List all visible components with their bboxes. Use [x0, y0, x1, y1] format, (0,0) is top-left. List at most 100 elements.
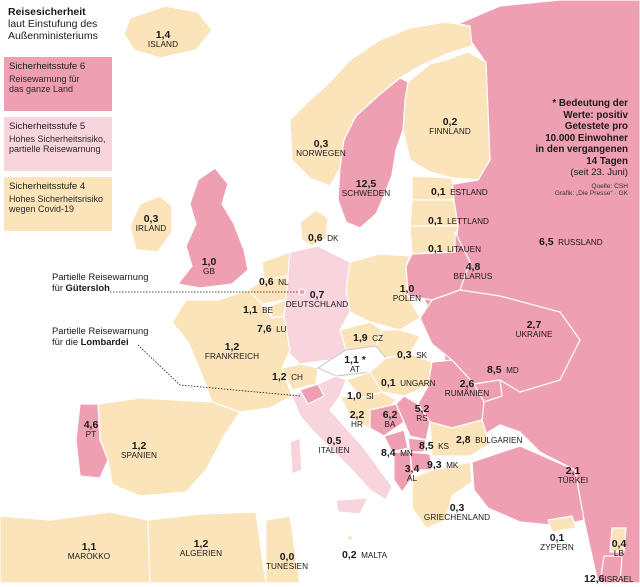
country-label-russland: 6,5 RUSSLAND	[539, 232, 603, 250]
country-name-al: AL	[406, 474, 418, 484]
country-value-tunesien: 0,0	[279, 551, 295, 563]
country-value-schweden: 12,5	[355, 178, 377, 190]
region-guetersloh	[298, 288, 306, 296]
country-value-algerien: 1,2	[193, 538, 209, 550]
legend-level-6-heading: Sicherheitsstufe 6	[9, 61, 86, 72]
lombardei-leader	[137, 344, 301, 397]
country-name-hr: HR	[350, 420, 364, 430]
legend-subtitle-1: laut Einstufung des	[8, 18, 98, 31]
country-label-israel: 12,6ISRAEL	[584, 569, 634, 587]
country-value-malta: 0,2	[342, 549, 357, 561]
country-label-nl: 0,6 NL	[259, 272, 289, 290]
country-name-italien: ITALIEN	[318, 446, 350, 456]
guetersloh-annotation-prefix: für	[52, 282, 66, 294]
region-ks	[407, 437, 427, 453]
legend-level-6: Sicherheitsstufe 6 Reisewarnung für das …	[4, 57, 112, 111]
country-value-ch: 1,2	[272, 371, 287, 383]
country-value-si: 1,0	[347, 390, 362, 402]
country-value-lettland: 0,1	[428, 215, 443, 227]
region-ukraine	[419, 289, 581, 393]
country-name-griechenland: GRIECHENLAND	[423, 513, 491, 523]
country-label-lettland: 0,1 LETTLAND	[428, 211, 489, 229]
region-ch	[281, 363, 319, 391]
country-label-cz: 1,9 CZ	[353, 328, 383, 346]
country-label-be: 1,1 BE	[243, 300, 273, 318]
country-name-gb: GB	[202, 267, 216, 277]
country-value-lb: 0,4	[611, 538, 627, 550]
country-label-at: 1,1 * AT	[344, 354, 366, 375]
country-name-belarus: BELARUS	[453, 272, 493, 282]
region-sicilia	[335, 497, 369, 515]
country-name-mn: MN	[400, 449, 413, 458]
note-source-2: Grafik: „Die Presse“ · GK	[554, 190, 628, 198]
region-portugal	[75, 403, 109, 479]
country-label-deutschland: 0,7 DEUTSCHLAND	[286, 289, 349, 310]
lombardei-annotation: Partielle Reisewarnung für die Lombardei	[52, 325, 148, 348]
lombardei-annotation-prefix: für die	[52, 336, 81, 348]
legend-level-4-line1: Hohes Sicherheitsrisiko	[9, 193, 104, 204]
region-zypern	[547, 515, 577, 533]
country-name-israel: ISRAEL	[604, 575, 634, 584]
country-label-polen: 1,0 POLEN	[393, 283, 421, 304]
country-label-tunesien: 0,0 TUNESIEN	[266, 551, 308, 572]
country-value-mn: 8,4	[381, 447, 396, 459]
legend-level-5-line2: partielle Reisewarnung	[9, 144, 101, 155]
note-source-1: Quelle: CSH	[591, 182, 628, 190]
country-label-rs: 5,2 RS	[414, 403, 430, 424]
country-label-litauen: 0,1 LITAUEN	[428, 239, 481, 257]
country-value-lu: 7,6	[257, 323, 272, 335]
value-explanation-note: * Bedeutung der Werte: positiv Getestete…	[512, 98, 628, 198]
country-value-hr: 2,2	[349, 409, 365, 421]
country-name-algerien: ALGERIEN	[179, 549, 223, 559]
country-name-pt: PT	[85, 430, 97, 440]
country-name-at: AT	[349, 365, 361, 375]
country-value-mk: 9,3	[427, 459, 442, 471]
legend-title: Reisesicherheit laut Einstufung des Auße…	[8, 6, 98, 42]
region-ba	[369, 403, 405, 437]
country-name-estland: ESTLAND	[450, 188, 488, 197]
country-name-irland: IRLAND	[135, 224, 167, 234]
region-algerien	[147, 511, 267, 583]
country-name-be: BE	[262, 306, 273, 315]
region-gb	[177, 167, 249, 289]
country-label-gb: 1,0 GB	[202, 256, 217, 277]
region-at	[317, 345, 387, 377]
region-schweden	[337, 77, 409, 229]
country-label-irland: 0,3 IRLAND	[135, 213, 167, 234]
legend-level-5: Sicherheitsstufe 5 Hohes Sicherheitsrisi…	[4, 117, 112, 171]
lombardei-annotation-place: Lombardei	[80, 336, 129, 348]
country-label-si: 1,0 SI	[347, 386, 374, 404]
region-frankreich	[171, 289, 293, 413]
country-value-sk: 0,3	[397, 349, 412, 361]
country-label-dk: 0,6 DK	[308, 228, 338, 246]
region-tunesien	[265, 515, 301, 583]
region-bulgarien	[429, 419, 491, 457]
lombardei-annotation-line1: Partielle Reisewarnung	[52, 325, 149, 336]
country-name-malta: MALTA	[361, 551, 388, 560]
country-label-zypern: 0,1 ZYPERN	[540, 532, 574, 553]
country-label-island: 1,4 ISLAND	[148, 29, 178, 50]
country-value-ukraine: 2,7	[526, 319, 542, 331]
region-griechenland	[411, 461, 473, 529]
country-value-rs: 5,2	[414, 403, 430, 415]
country-value-frankreich: 1,2	[224, 341, 240, 353]
country-name-russland: RUSSLAND	[558, 238, 603, 247]
region-al	[393, 451, 413, 493]
country-name-md: MD	[506, 366, 519, 375]
region-israel	[599, 555, 623, 583]
legend-level-5-heading: Sicherheitsstufe 5	[9, 121, 86, 132]
guetersloh-annotation-line1: Partielle Reisewarnung	[52, 271, 149, 282]
country-value-belarus: 4,8	[465, 261, 481, 273]
country-name-lettland: LETTLAND	[447, 217, 489, 226]
region-malta	[346, 534, 354, 542]
country-name-zypern: ZYPERN	[540, 543, 574, 553]
country-label-al: 3,4 AL	[405, 463, 420, 484]
region-rs	[395, 395, 431, 441]
country-label-ba: 6,2 BA	[383, 409, 398, 430]
country-label-belarus: 4,8 BELARUS	[453, 261, 493, 282]
region-mn	[383, 429, 409, 453]
guetersloh-annotation: Partielle Reisewarnung für Gütersloh	[52, 271, 148, 294]
country-value-spanien: 1,2	[131, 440, 147, 452]
country-label-sk: 0,3 SK	[397, 345, 427, 363]
country-value-bulgarien: 2,8	[456, 434, 471, 446]
